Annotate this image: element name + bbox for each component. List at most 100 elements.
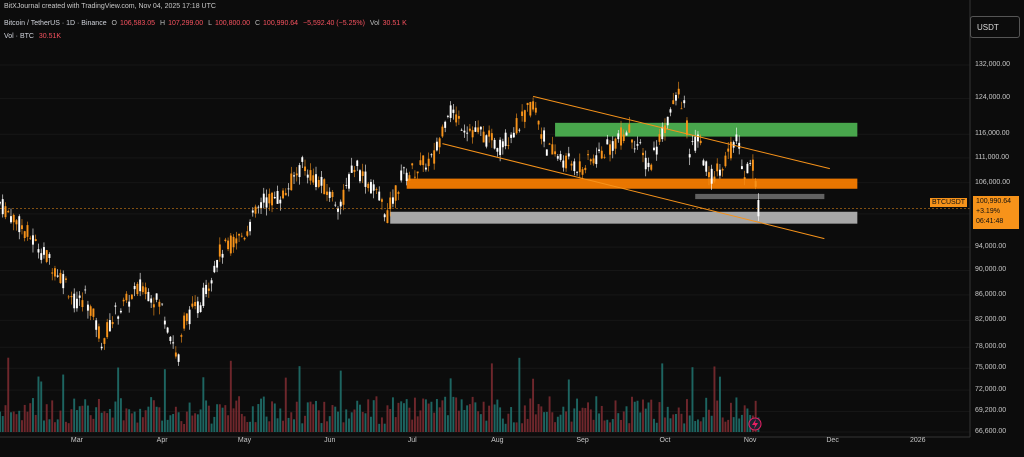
- volume-bar: [653, 418, 655, 432]
- candle-body: [598, 149, 600, 152]
- candle-body: [496, 148, 499, 152]
- candle-body: [551, 144, 554, 155]
- volume-bar: [611, 419, 614, 432]
- candle-body: [757, 200, 760, 217]
- volume-bar: [240, 413, 243, 432]
- candle-body: [507, 145, 510, 146]
- candle-body: [67, 296, 70, 298]
- candle-body: [295, 173, 298, 176]
- volume-bar: [229, 360, 232, 432]
- lightning-icon[interactable]: [748, 417, 762, 431]
- volume-bar: [323, 401, 326, 432]
- volume-bar: [106, 413, 109, 432]
- candle-body: [482, 131, 485, 143]
- volume-bar: [718, 376, 721, 432]
- candle-body: [636, 144, 639, 146]
- candle-body: [152, 304, 155, 308]
- candle-body: [718, 169, 721, 176]
- candle-body: [378, 191, 381, 201]
- volume-bar: [642, 399, 644, 432]
- volume-bar: [592, 419, 595, 432]
- volume-bar: [735, 397, 738, 432]
- volume-bar: [639, 412, 642, 432]
- volume-bar: [196, 414, 199, 432]
- volume-bar: [216, 404, 219, 432]
- volume-bar: [512, 422, 515, 432]
- candle-body: [394, 185, 397, 201]
- candle-body: [707, 172, 710, 178]
- volume-bar: [18, 410, 21, 432]
- volume-bar: [468, 404, 471, 432]
- volume-legend: Vol · BTC 30.51K: [4, 33, 62, 40]
- candle-body: [650, 164, 653, 170]
- volume-bar: [686, 399, 688, 432]
- volume-bar: [658, 402, 661, 432]
- x-tick-label: Aug: [491, 437, 504, 444]
- candle-body: [370, 181, 372, 194]
- candle-body: [81, 300, 84, 308]
- candle-body: [743, 177, 746, 180]
- volume-bar: [576, 398, 579, 432]
- volume-bar: [56, 419, 59, 432]
- candle-body: [194, 302, 197, 307]
- volume-bar: [205, 400, 208, 432]
- volume-bar: [177, 412, 180, 432]
- candle-body: [125, 293, 128, 301]
- volume-bar: [265, 416, 268, 432]
- volume-bar: [301, 423, 304, 432]
- volume-bar: [188, 402, 191, 432]
- volume-bar: [378, 423, 381, 432]
- volume-bar: [276, 418, 279, 432]
- candle-body: [405, 172, 408, 181]
- candle-body: [75, 298, 78, 309]
- candle-body: [603, 156, 606, 158]
- volume-bar: [675, 413, 677, 432]
- volume-bar: [518, 357, 521, 432]
- candle-body: [0, 202, 1, 204]
- candle-body: [754, 181, 757, 187]
- currency-button[interactable]: USDT: [970, 16, 1020, 38]
- candle-body: [183, 315, 186, 329]
- volume-bar: [180, 421, 183, 432]
- volume-bar: [128, 409, 131, 432]
- volume-bar: [122, 420, 125, 432]
- volume-bar: [125, 408, 128, 432]
- candle-body: [84, 289, 87, 291]
- candle-body: [139, 279, 142, 292]
- symbol-label: Bitcoin / TetherUS · 1D · Binance: [4, 20, 107, 27]
- volume-bar: [7, 357, 10, 432]
- candle-body: [661, 126, 664, 140]
- volume-bar: [545, 411, 548, 432]
- candle-body: [342, 189, 345, 205]
- volume-bar: [694, 420, 697, 432]
- candle-body: [128, 301, 131, 307]
- candle-body: [232, 236, 235, 248]
- candle-body: [265, 197, 268, 208]
- candle-body: [457, 116, 460, 119]
- volume-bar: [339, 370, 342, 432]
- y-tick-label: 116,000.00: [975, 130, 1010, 138]
- volume-bar: [89, 415, 92, 432]
- x-tick-label: 2026: [909, 437, 926, 444]
- candle-body: [364, 171, 367, 187]
- candle-body: [119, 310, 122, 313]
- candle-body: [92, 308, 95, 317]
- volume-bar: [0, 411, 1, 432]
- candle-body: [380, 199, 383, 202]
- candle-body: [32, 235, 34, 245]
- candle-body: [716, 163, 719, 172]
- volume-bar: [609, 422, 611, 432]
- candle-body: [111, 322, 114, 325]
- candle-body: [746, 163, 749, 174]
- candle-body: [625, 132, 628, 136]
- volume-bar: [161, 420, 164, 432]
- watermark: BitXJournal created with TradingView.com…: [4, 3, 216, 10]
- volume-bar: [413, 397, 416, 432]
- volume-bar: [556, 416, 559, 432]
- volume-bar: [243, 416, 246, 432]
- volume-bar: [707, 409, 710, 432]
- volume-bar: [452, 396, 455, 432]
- zone-demand: [390, 211, 858, 224]
- candle-body: [452, 109, 455, 113]
